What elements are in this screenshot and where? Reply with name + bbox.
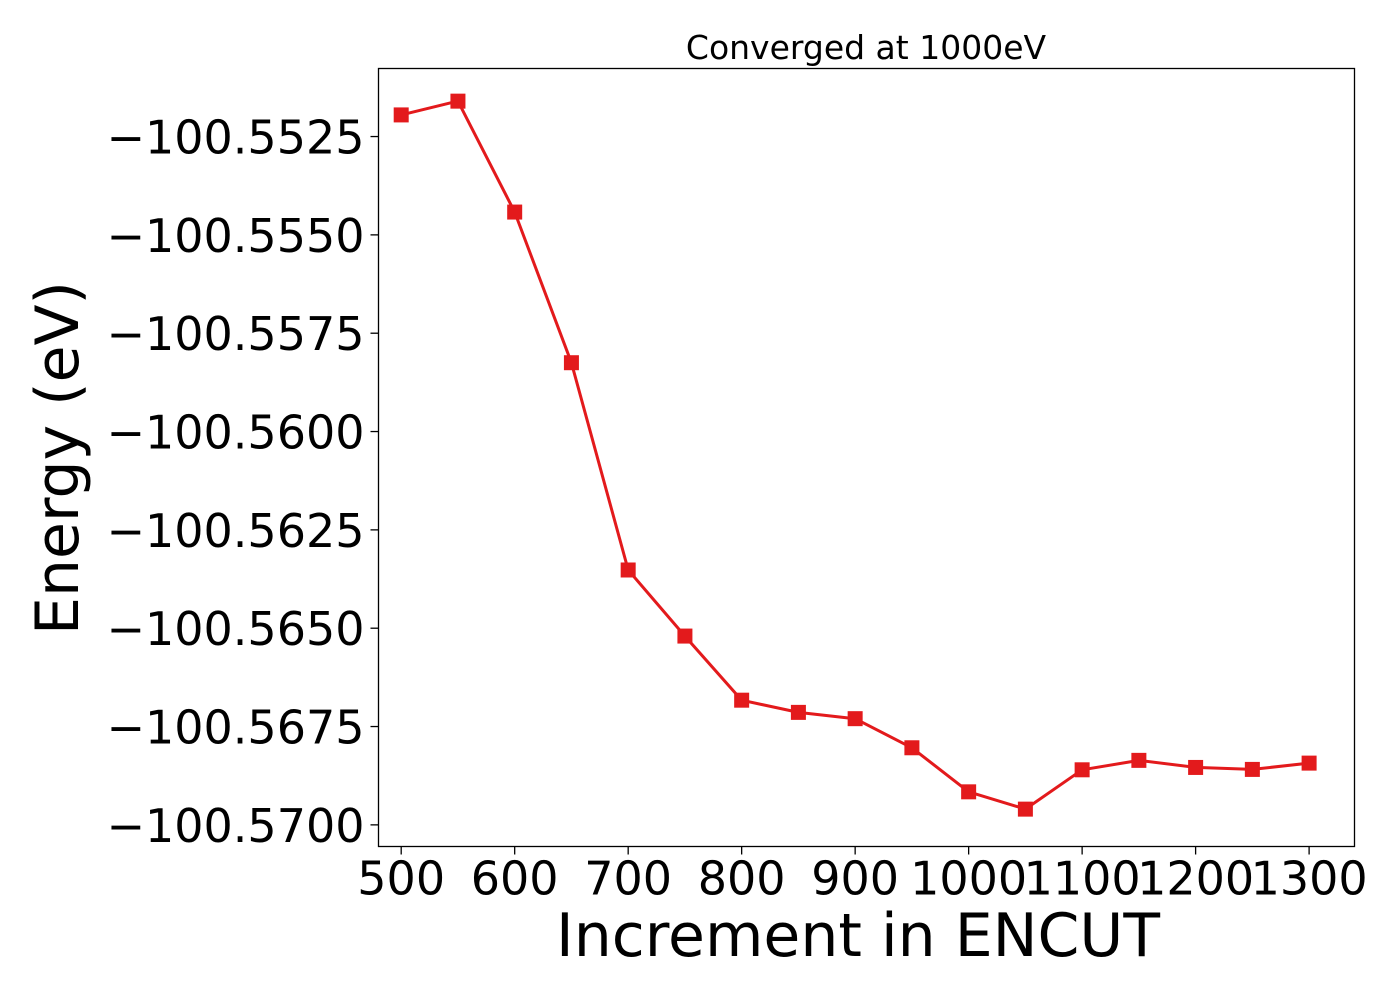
plot-frame xyxy=(377,67,1356,848)
data-point xyxy=(961,784,977,800)
data-point xyxy=(620,562,636,578)
data-point xyxy=(1301,755,1317,771)
data-point xyxy=(1017,801,1033,817)
y-tick-label: −100.5600 xyxy=(106,406,364,460)
data-point xyxy=(790,704,806,720)
x-tick-label: 600 xyxy=(471,852,559,906)
y-axis-ticks: −100.5525 −100.5550 −100.5575 −100.5600 −100… xyxy=(106,111,379,853)
data-point xyxy=(1074,762,1090,778)
data-point xyxy=(393,107,409,123)
series-line xyxy=(400,99,1310,811)
data-point xyxy=(1188,759,1204,775)
y-tick-label: −100.5700 xyxy=(106,799,364,853)
data-point xyxy=(1131,752,1147,768)
y-tick-label: −100.5625 xyxy=(106,504,364,558)
data-point xyxy=(847,711,863,727)
chart-title: Converged at 1000eV xyxy=(686,28,1047,67)
x-tick-label: 700 xyxy=(584,852,672,906)
y-tick-label: −100.5550 xyxy=(106,209,364,263)
data-point xyxy=(677,628,693,644)
data-point xyxy=(507,204,523,220)
data-point xyxy=(563,355,579,371)
data-point xyxy=(904,740,920,756)
data-point xyxy=(450,93,466,109)
y-tick-label: −100.5650 xyxy=(106,602,364,656)
y-tick-label: −100.5675 xyxy=(106,701,364,755)
x-tick-label: 800 xyxy=(698,852,786,906)
y-axis-label: Energy (eV) xyxy=(23,281,93,635)
x-tick-label: 1200 xyxy=(1137,852,1254,906)
x-tick-label: 1100 xyxy=(1024,852,1141,906)
data-point xyxy=(1244,761,1260,777)
x-tick-label: 900 xyxy=(811,852,899,906)
series-layer xyxy=(393,93,1317,817)
x-tick-label: 1000 xyxy=(910,852,1027,906)
x-tick-label: 1300 xyxy=(1251,852,1368,906)
y-tick-label: −100.5575 xyxy=(106,307,364,361)
y-tick-label: −100.5525 xyxy=(106,111,364,165)
x-tick-label: 500 xyxy=(357,852,445,906)
data-point xyxy=(734,692,750,708)
x-axis-label: Increment in ENCUT xyxy=(556,901,1160,971)
